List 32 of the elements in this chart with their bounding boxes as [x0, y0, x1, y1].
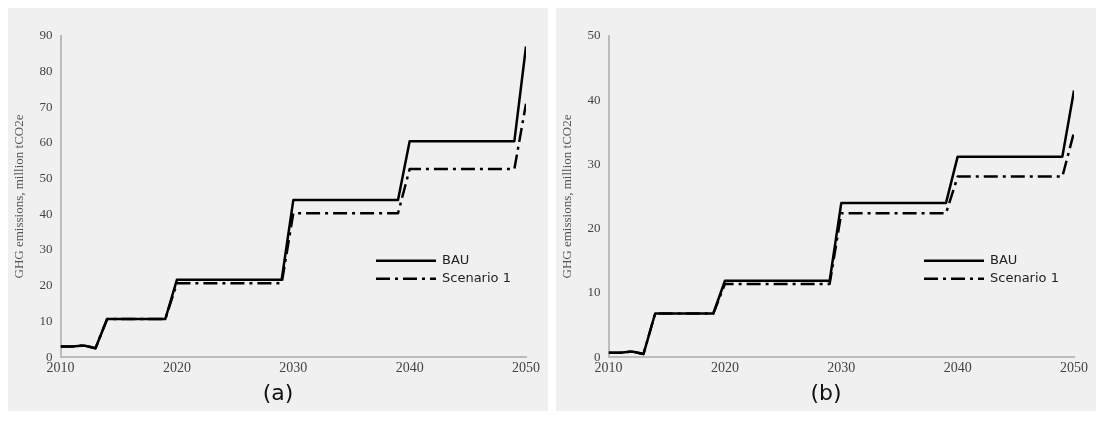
y-axis-title: GHG emissions, million tCO2e [11, 114, 27, 279]
text: (a) [261, 380, 295, 405]
y-tick-label: 30 [587, 155, 601, 171]
x-tick-label: 2020 [162, 360, 191, 376]
y-tick-label: 20 [39, 277, 53, 293]
legend-label: Scenario 1 [990, 270, 1059, 286]
y-tick-label: 40 [587, 91, 601, 107]
x-tick-label: 2010 [594, 360, 623, 376]
y-tick-label: 20 [587, 220, 601, 236]
x-tick-label: 2030 [827, 360, 856, 376]
text: (b) [809, 380, 843, 405]
y-tick-label: 50 [587, 27, 601, 43]
y-tick-label: 60 [39, 134, 53, 150]
y-tick-label: 10 [587, 284, 601, 300]
y-tick-label: 90 [39, 27, 53, 43]
legend-label: Scenario 1 [442, 270, 511, 286]
y-tick-label: 70 [39, 98, 53, 114]
y-axis-title: GHG emissions, million tCO2e [559, 114, 575, 279]
x-tick-label: 2050 [1060, 360, 1088, 376]
x-tick-label: 2020 [710, 360, 739, 376]
y-tick-label: 80 [39, 62, 53, 78]
legend-label: BAU [442, 252, 470, 268]
legend-label: BAU [990, 252, 1018, 268]
x-tick-label: 2010 [46, 360, 75, 376]
y-tick-label: 30 [39, 241, 53, 257]
x-tick-label: 2040 [395, 360, 424, 376]
x-tick-label: 2040 [943, 360, 972, 376]
y-tick-label: 10 [39, 312, 53, 328]
x-tick-label: 2050 [512, 360, 540, 376]
y-tick-label: 40 [39, 205, 53, 221]
y-tick-label: 50 [39, 170, 53, 186]
x-tick-label: 2030 [279, 360, 308, 376]
